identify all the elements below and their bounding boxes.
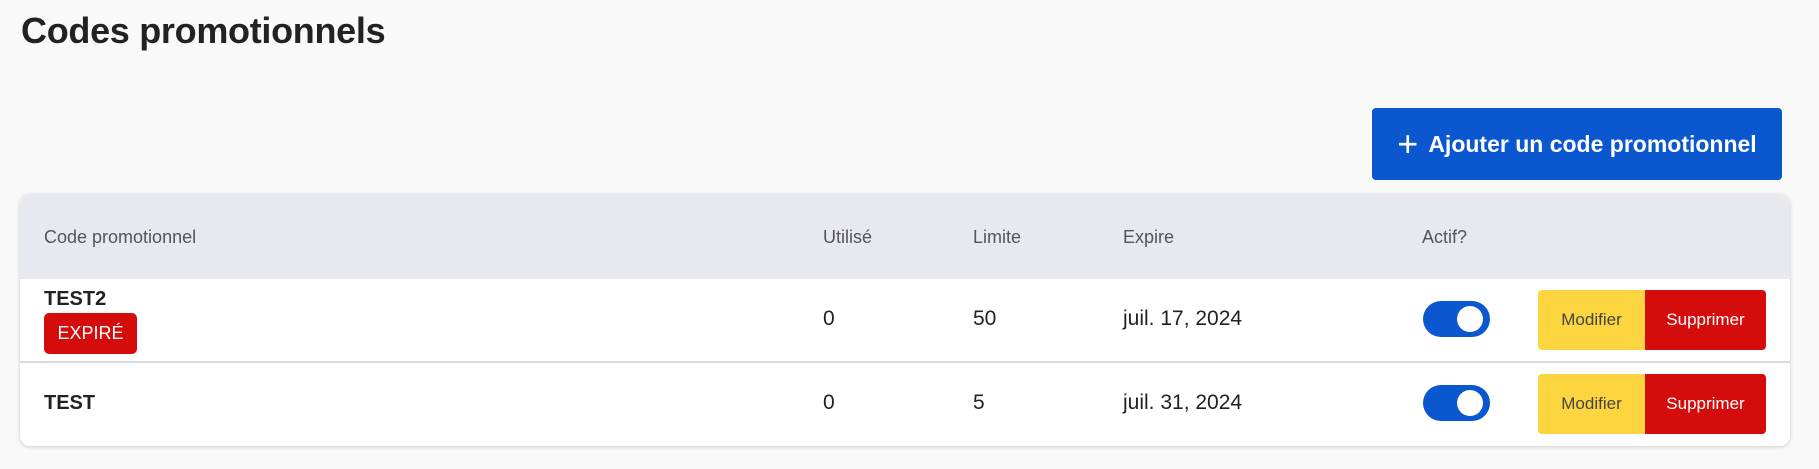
expiry-date: juil. 31, 2024 [1123, 391, 1243, 414]
limit: 5 [973, 391, 985, 414]
table-row: TEST2 EXPIRÉ 0 50 juil. 17, 2024 Modifie… [20, 279, 1790, 363]
header-limit: Limite [973, 227, 1022, 247]
expiry-date: juil. 17, 2024 [1123, 307, 1243, 330]
used-count: 0 [823, 391, 835, 414]
plus-icon: + [1397, 123, 1419, 164]
promo-codes-table: Code promotionnel Utilisé Limite Expire … [20, 194, 1790, 446]
active-toggle[interactable] [1423, 385, 1490, 421]
page-title: Codes promotionnels [21, 10, 386, 51]
promo-code: TEST2 [44, 288, 107, 310]
add-promo-code-label: Ajouter un code promotionnel [1428, 130, 1757, 157]
limit: 50 [973, 307, 997, 330]
active-toggle[interactable] [1423, 301, 1490, 337]
promo-code: TEST [44, 392, 96, 414]
edit-button[interactable]: Modifier [1538, 374, 1645, 434]
add-promo-code-button[interactable]: + Ajouter un code promotionnel [1372, 108, 1782, 180]
header-code: Code promotionnel [44, 227, 197, 247]
table-header: Code promotionnel Utilisé Limite Expire … [20, 194, 1790, 279]
delete-button[interactable]: Supprimer [1645, 290, 1766, 350]
header-active: Actif? [1422, 227, 1468, 247]
edit-button[interactable]: Modifier [1538, 290, 1645, 350]
expired-badge: EXPIRÉ [44, 313, 137, 354]
header-expires: Expire [1123, 227, 1175, 247]
row-actions: Modifier Supprimer [1538, 374, 1766, 434]
header-used: Utilisé [823, 227, 873, 247]
table-row: TEST 0 5 juil. 31, 2024 Modifier Supprim… [20, 363, 1790, 446]
delete-button[interactable]: Supprimer [1645, 374, 1766, 434]
row-actions: Modifier Supprimer [1538, 290, 1766, 350]
used-count: 0 [823, 307, 835, 330]
